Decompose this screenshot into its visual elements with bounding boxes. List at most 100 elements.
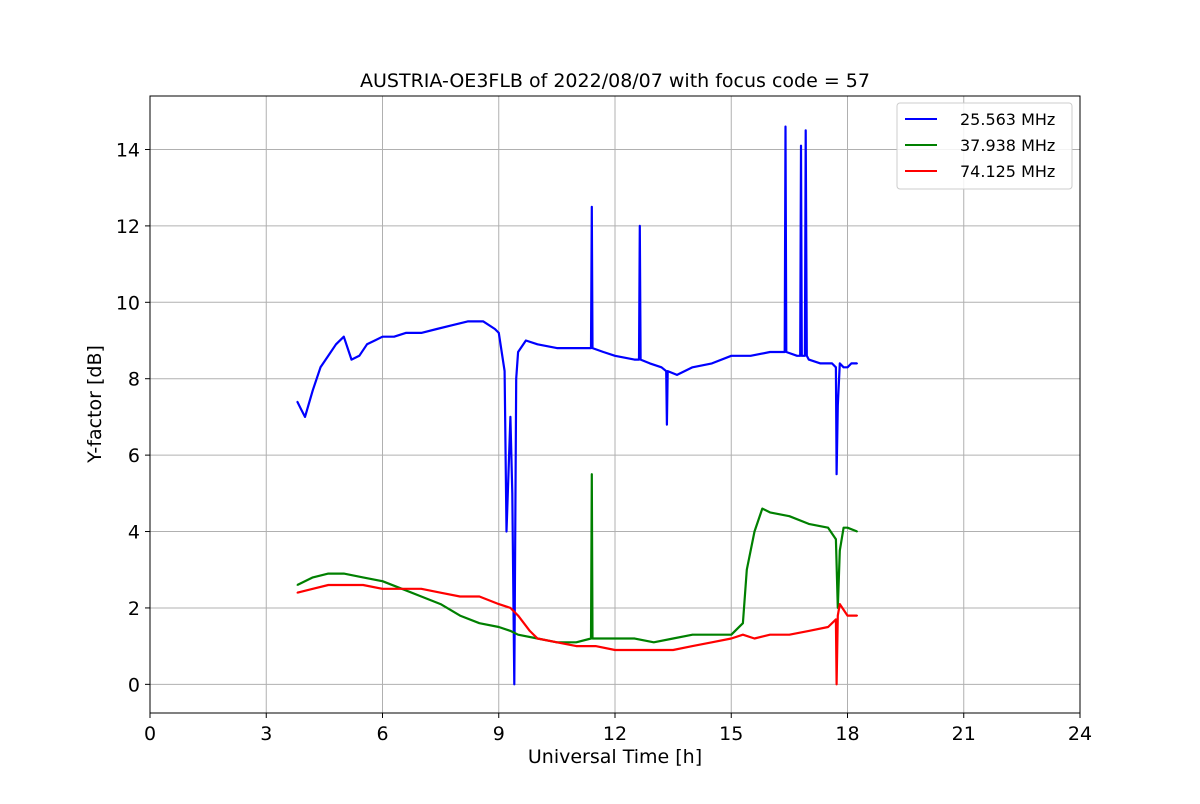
x-tick-label: 9 bbox=[493, 723, 505, 745]
data-point bbox=[691, 645, 694, 647]
x-tick-label: 12 bbox=[603, 723, 627, 745]
data-point bbox=[676, 374, 678, 376]
x-axis-label: Universal Time [h] bbox=[528, 746, 702, 768]
series-layer bbox=[296, 125, 858, 686]
data-point bbox=[335, 343, 337, 346]
data-point bbox=[517, 614, 519, 617]
data-point bbox=[799, 355, 801, 357]
x-tick-label: 18 bbox=[835, 723, 859, 745]
data-point bbox=[478, 622, 481, 624]
data-point bbox=[742, 622, 744, 624]
data-point bbox=[730, 355, 733, 357]
y-tick-label: 14 bbox=[116, 139, 140, 161]
data-point bbox=[835, 473, 838, 476]
legend: 25.563 MHz 37.938 MHz 74.125 MHz bbox=[896, 102, 1073, 190]
data-point bbox=[839, 549, 841, 552]
data-point bbox=[842, 526, 845, 529]
data-point bbox=[590, 637, 592, 640]
y-tick-label: 10 bbox=[116, 292, 140, 314]
y-tick-label: 4 bbox=[128, 522, 140, 544]
data-point bbox=[730, 637, 733, 640]
data-point bbox=[653, 649, 655, 651]
x-tick-label: 21 bbox=[952, 723, 976, 745]
data-point bbox=[366, 343, 368, 346]
data-point bbox=[691, 366, 694, 369]
data-point bbox=[639, 358, 642, 361]
data-point bbox=[401, 588, 403, 590]
data-point bbox=[835, 366, 837, 369]
data-point bbox=[783, 351, 786, 353]
data-point bbox=[788, 633, 791, 636]
data-point bbox=[808, 358, 810, 361]
data-point bbox=[753, 637, 756, 640]
data-point bbox=[466, 320, 469, 323]
legend-items: 25.563 MHz 37.938 MHz 74.125 MHz bbox=[905, 110, 1055, 181]
data-point bbox=[614, 637, 616, 640]
data-point bbox=[381, 588, 384, 590]
data-point bbox=[505, 530, 508, 533]
data-point bbox=[742, 633, 744, 636]
data-point bbox=[556, 641, 558, 644]
data-point bbox=[362, 576, 364, 579]
y-tick-label: 8 bbox=[128, 369, 140, 391]
data-point bbox=[666, 370, 669, 372]
data-point bbox=[808, 523, 810, 525]
data-point bbox=[362, 584, 364, 586]
data-point bbox=[511, 492, 514, 495]
data-point bbox=[846, 366, 849, 369]
data-point bbox=[374, 339, 376, 342]
data-point bbox=[614, 355, 616, 357]
data-point bbox=[653, 641, 655, 644]
data-point bbox=[451, 324, 454, 327]
data-point bbox=[498, 332, 500, 334]
data-point bbox=[602, 351, 605, 353]
data-point bbox=[591, 347, 594, 349]
y-tick-label: 12 bbox=[116, 216, 140, 238]
data-point bbox=[850, 362, 853, 365]
data-point bbox=[498, 603, 500, 605]
data-point bbox=[350, 358, 353, 361]
data-point bbox=[381, 580, 384, 582]
data-point bbox=[591, 473, 593, 476]
data-point bbox=[327, 572, 330, 575]
data-point bbox=[436, 328, 438, 330]
data-point bbox=[459, 614, 461, 617]
data-point bbox=[517, 351, 519, 353]
data-point bbox=[835, 683, 838, 686]
legend-label: 37.938 MHz bbox=[960, 136, 1055, 155]
data-point bbox=[672, 649, 674, 651]
data-point bbox=[304, 416, 306, 418]
data-point bbox=[300, 408, 302, 411]
x-tick-label: 6 bbox=[376, 723, 388, 745]
data-point bbox=[796, 355, 798, 357]
data-point bbox=[856, 362, 858, 365]
data-point bbox=[804, 355, 806, 357]
data-point bbox=[439, 591, 442, 594]
data-point bbox=[556, 347, 558, 349]
x-tick-label: 24 bbox=[1068, 723, 1092, 745]
data-point bbox=[536, 637, 539, 640]
data-point bbox=[804, 129, 807, 132]
data-point bbox=[393, 588, 395, 590]
data-point bbox=[459, 595, 461, 598]
y-tick-label: 0 bbox=[128, 674, 140, 696]
data-point bbox=[343, 335, 345, 338]
data-point bbox=[831, 362, 833, 365]
data-point bbox=[319, 366, 322, 369]
y-tick-label: 2 bbox=[128, 598, 140, 620]
data-point bbox=[296, 400, 299, 403]
data-point bbox=[381, 335, 384, 338]
data-point bbox=[525, 339, 527, 342]
data-point bbox=[801, 355, 803, 357]
data-point bbox=[749, 355, 752, 357]
data-point bbox=[769, 351, 771, 353]
data-point bbox=[761, 507, 764, 510]
data-point bbox=[420, 332, 423, 334]
data-point bbox=[594, 645, 597, 647]
data-point bbox=[839, 603, 841, 605]
data-point bbox=[343, 572, 345, 575]
x-tick-label: 0 bbox=[144, 723, 156, 745]
data-point bbox=[633, 649, 636, 651]
